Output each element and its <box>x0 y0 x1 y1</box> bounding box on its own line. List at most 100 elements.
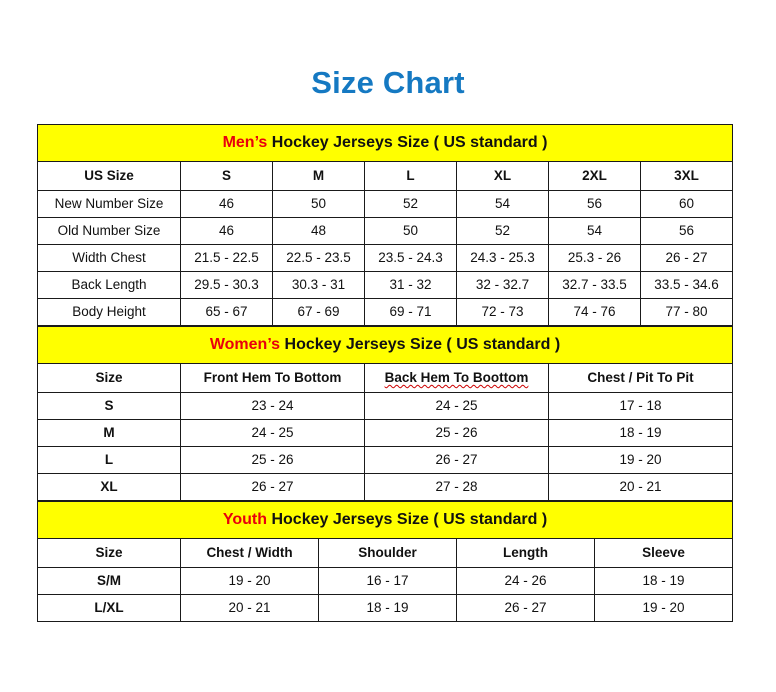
mens-cell-1-2: 50 <box>364 217 457 245</box>
mens-cell-1-0: 46 <box>180 217 273 245</box>
womens-col-header-2: Back Hem To Boottom <box>364 363 549 393</box>
mens-col-header-5: 2XL <box>548 161 641 191</box>
mens-cell-3-1: 30.3 - 31 <box>272 271 365 299</box>
womens-cell-2-2: 19 - 20 <box>547 446 734 474</box>
womens-col-header-2-text: Back Hem To Boottom <box>384 370 529 385</box>
womens-size-table: Women’s Hockey Jerseys Size ( US standar… <box>36 326 734 501</box>
mens-col-header-4: XL <box>456 161 549 191</box>
womens-cell-1-0: 24 - 25 <box>180 419 365 447</box>
womens-cell-0-2: 17 - 18 <box>547 392 734 420</box>
mens-cell-1-4: 54 <box>548 217 641 245</box>
mens-cell-4-5: 77 - 80 <box>639 298 734 326</box>
womens-row-label-2: L <box>37 446 181 474</box>
mens-cell-3-0: 29.5 - 30.3 <box>180 271 273 299</box>
mens-cell-2-4: 25.3 - 26 <box>548 244 641 272</box>
table-row: L/XL 20 - 21 18 - 19 26 - 27 19 - 20 <box>37 594 734 622</box>
mens-cell-2-0: 21.5 - 22.5 <box>180 244 273 272</box>
size-tables-container: Men’s Hockey Jerseys Size ( US standard … <box>36 124 734 622</box>
mens-cell-3-4: 32.7 - 33.5 <box>548 271 641 299</box>
womens-column-header-row: Size Front Hem To Bottom Back Hem To Boo… <box>37 363 734 393</box>
mens-col-header-1: S <box>180 161 273 191</box>
youth-cell-1-2: 26 - 27 <box>456 594 595 622</box>
womens-row-label-0: S <box>37 392 181 420</box>
youth-col-header-2: Shoulder <box>318 538 457 568</box>
youth-header-accent: Youth <box>222 511 268 528</box>
mens-row-label-0: New Number Size <box>37 190 181 218</box>
mens-cell-1-3: 52 <box>456 217 549 245</box>
womens-section-header: Women’s Hockey Jerseys Size ( US standar… <box>36 326 734 364</box>
womens-col-header-0: Size <box>37 363 181 393</box>
table-row: L 25 - 26 26 - 27 19 - 20 <box>37 446 734 474</box>
mens-header-accent: Men’s <box>222 134 268 151</box>
mens-cell-3-3: 32 - 32.7 <box>456 271 549 299</box>
mens-size-table: Men’s Hockey Jerseys Size ( US standard … <box>36 124 734 326</box>
table-row: New Number Size 46 50 52 54 56 60 <box>37 190 734 218</box>
mens-col-header-3: L <box>364 161 457 191</box>
mens-cell-0-2: 52 <box>364 190 457 218</box>
womens-cell-3-1: 27 - 28 <box>364 473 549 501</box>
womens-col-header-1: Front Hem To Bottom <box>180 363 365 393</box>
youth-section-header: Youth Hockey Jerseys Size ( US standard … <box>36 501 734 539</box>
mens-cell-4-0: 65 - 67 <box>180 298 273 326</box>
mens-cell-4-4: 74 - 76 <box>548 298 641 326</box>
mens-cell-2-2: 23.5 - 24.3 <box>364 244 457 272</box>
youth-cell-0-2: 24 - 26 <box>456 567 595 595</box>
womens-col-header-3: Chest / Pit To Pit <box>547 363 734 393</box>
womens-cell-0-0: 23 - 24 <box>180 392 365 420</box>
mens-col-header-2: M <box>272 161 365 191</box>
mens-cell-4-2: 69 - 71 <box>364 298 457 326</box>
youth-header-rest: Hockey Jerseys Size ( US standard ) <box>267 511 548 528</box>
mens-section-header-row: Men’s Hockey Jerseys Size ( US standard … <box>36 124 734 162</box>
youth-cell-0-3: 18 - 19 <box>593 567 734 595</box>
mens-cell-2-3: 24.3 - 25.3 <box>456 244 549 272</box>
youth-cell-0-0: 19 - 20 <box>180 567 319 595</box>
mens-cell-3-2: 31 - 32 <box>364 271 457 299</box>
mens-column-header-row: US Size S M L XL 2XL 3XL <box>37 161 734 191</box>
mens-cell-2-1: 22.5 - 23.5 <box>272 244 365 272</box>
table-row: S 23 - 24 24 - 25 17 - 18 <box>37 392 734 420</box>
mens-cell-0-3: 54 <box>456 190 549 218</box>
youth-section-header-row: Youth Hockey Jerseys Size ( US standard … <box>36 501 734 539</box>
youth-column-header-row: Size Chest / Width Shoulder Length Sleev… <box>37 538 734 568</box>
mens-cell-1-5: 56 <box>639 217 734 245</box>
womens-header-accent: Women’s <box>209 336 281 353</box>
mens-row-label-1: Old Number Size <box>37 217 181 245</box>
youth-col-header-3: Length <box>456 538 595 568</box>
mens-cell-0-5: 60 <box>639 190 734 218</box>
youth-cell-1-3: 19 - 20 <box>593 594 734 622</box>
mens-section-header: Men’s Hockey Jerseys Size ( US standard … <box>36 124 734 162</box>
youth-row-label-0: S/M <box>37 567 181 595</box>
mens-cell-0-4: 56 <box>548 190 641 218</box>
mens-col-header-6: 3XL <box>639 161 734 191</box>
womens-cell-2-0: 25 - 26 <box>180 446 365 474</box>
mens-cell-4-3: 72 - 73 <box>456 298 549 326</box>
youth-cell-1-0: 20 - 21 <box>180 594 319 622</box>
youth-cell-1-1: 18 - 19 <box>318 594 457 622</box>
mens-row-label-2: Width Chest <box>37 244 181 272</box>
youth-col-header-0: Size <box>37 538 181 568</box>
womens-cell-0-1: 24 - 25 <box>364 392 549 420</box>
womens-cell-2-1: 26 - 27 <box>364 446 549 474</box>
mens-cell-3-5: 33.5 - 34.6 <box>639 271 734 299</box>
table-row: XL 26 - 27 27 - 28 20 - 21 <box>37 473 734 501</box>
mens-cell-0-0: 46 <box>180 190 273 218</box>
mens-cell-2-5: 26 - 27 <box>639 244 734 272</box>
table-row: S/M 19 - 20 16 - 17 24 - 26 18 - 19 <box>37 567 734 595</box>
table-row: Body Height 65 - 67 67 - 69 69 - 71 72 -… <box>37 298 734 326</box>
youth-col-header-4: Sleeve <box>593 538 734 568</box>
womens-cell-1-1: 25 - 26 <box>364 419 549 447</box>
youth-col-header-1: Chest / Width <box>180 538 319 568</box>
table-row: Width Chest 21.5 - 22.5 22.5 - 23.5 23.5… <box>37 244 734 272</box>
mens-cell-0-1: 50 <box>272 190 365 218</box>
mens-cell-1-1: 48 <box>272 217 365 245</box>
table-row: M 24 - 25 25 - 26 18 - 19 <box>37 419 734 447</box>
womens-cell-3-2: 20 - 21 <box>547 473 734 501</box>
mens-col-header-0: US Size <box>37 161 181 191</box>
mens-row-label-3: Back Length <box>37 271 181 299</box>
womens-row-label-3: XL <box>37 473 181 501</box>
mens-header-rest: Hockey Jerseys Size ( US standard ) <box>267 134 548 151</box>
womens-cell-3-0: 26 - 27 <box>180 473 365 501</box>
youth-row-label-1: L/XL <box>37 594 181 622</box>
mens-cell-4-1: 67 - 69 <box>272 298 365 326</box>
